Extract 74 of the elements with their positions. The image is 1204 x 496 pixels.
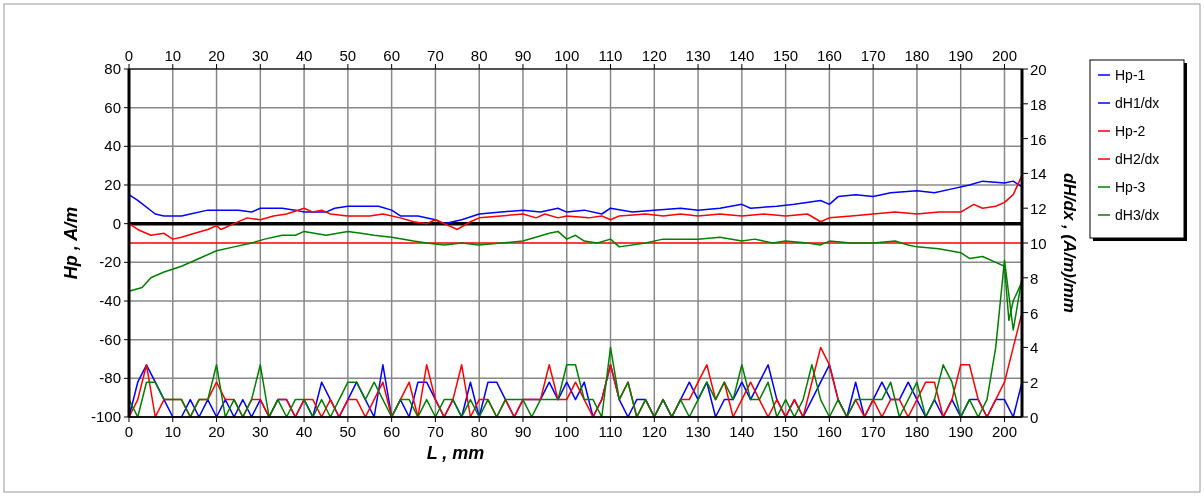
legend-label: Hp-1 <box>1115 67 1146 83</box>
x-tick-label: 140 <box>729 47 755 64</box>
y2-tick-label: 2 <box>1030 374 1039 392</box>
y2-tick-label: 6 <box>1030 304 1039 322</box>
y-tick-label: 20 <box>104 176 121 193</box>
x2-tick-label: 60 <box>383 423 400 440</box>
x-tick-label: 160 <box>816 47 842 64</box>
y-tick-label: -60 <box>99 330 121 348</box>
y2-tick-label: 4 <box>1030 339 1039 357</box>
x-tick-label: 10 <box>164 47 182 64</box>
x-tick-label: 130 <box>685 47 711 64</box>
x-tick-label: 50 <box>339 47 357 64</box>
legend-label: dH2/dx <box>1115 151 1160 167</box>
x2-tick-label: 50 <box>339 423 357 440</box>
x2-tick-label: 150 <box>773 423 799 440</box>
x2-tick-label: 130 <box>685 423 711 440</box>
line-series <box>128 174 1023 240</box>
x-tick-label: 80 <box>470 47 488 64</box>
y-tick-label: -100 <box>90 408 121 425</box>
x-tick-label: 90 <box>514 47 532 64</box>
y-tick-label: 60 <box>104 98 121 116</box>
y2-tick-label: 8 <box>1030 269 1039 287</box>
x-tick-label: 120 <box>641 47 667 64</box>
y2-tick-label: 20 <box>1030 61 1047 78</box>
y2-tick-label: 16 <box>1030 130 1047 148</box>
x2-tick-label: 100 <box>554 423 580 440</box>
y-tick-label: -40 <box>99 292 121 309</box>
y-tick-label: 0 <box>112 214 121 232</box>
x-tick-label: 60 <box>383 47 400 64</box>
x-tick-label: 20 <box>208 47 225 64</box>
legend-label: Hp-2 <box>1115 123 1146 139</box>
x2-tick-label: 90 <box>514 423 532 440</box>
x-axis-title: L , mm <box>426 443 485 463</box>
y2-tick-label: 18 <box>1030 95 1047 113</box>
y2-tick-label: 0 <box>1030 409 1039 426</box>
x2-tick-label: 140 <box>729 423 755 440</box>
legend-label: Hp-3 <box>1115 179 1146 195</box>
x2-tick-label: 160 <box>816 423 842 440</box>
y-tick-label: -80 <box>99 369 121 387</box>
x-tick-label: 0 <box>124 47 134 64</box>
x2-tick-label: 40 <box>295 423 313 440</box>
legend-label: dH3/dx <box>1115 207 1160 223</box>
legend-label: dH1/dx <box>1115 95 1160 111</box>
x-tick-label: 40 <box>295 47 313 64</box>
x-tick-label: 70 <box>427 47 444 64</box>
x2-tick-label: 200 <box>991 423 1018 440</box>
x2-tick-label: 170 <box>860 423 886 440</box>
y2-axis-title: dH/dx , (A/m)/mm <box>1060 173 1079 313</box>
x-tick-label: 150 <box>773 47 799 64</box>
x-tick-label: 110 <box>598 47 623 64</box>
x2-tick-label: 110 <box>598 423 623 440</box>
x2-tick-label: 180 <box>904 423 930 440</box>
y-tick-label: 40 <box>104 137 121 155</box>
x-tick-label: 180 <box>904 47 930 64</box>
x-tick-label: 170 <box>860 47 886 64</box>
y-axis-title: Hp , A/m <box>61 206 81 280</box>
line-series <box>128 180 1023 225</box>
y2-tick-label: 14 <box>1030 165 1047 183</box>
y-tick-label: 80 <box>104 60 121 77</box>
x2-tick-label: 20 <box>208 423 225 440</box>
x-tick-label: 30 <box>251 47 269 64</box>
y2-tick-label: 12 <box>1030 200 1047 218</box>
y-tick-label: -20 <box>99 253 121 271</box>
x-tick-label: 190 <box>948 47 974 64</box>
x-tick-label: 200 <box>991 47 1018 64</box>
x2-tick-label: 0 <box>124 423 134 440</box>
x2-tick-label: 80 <box>470 423 488 440</box>
y2-tick-label: 10 <box>1030 235 1047 252</box>
x2-tick-label: 190 <box>948 423 974 440</box>
x-tick-label: 100 <box>554 47 580 64</box>
x2-tick-label: 30 <box>251 423 269 440</box>
x2-tick-label: 120 <box>641 423 667 440</box>
x2-tick-label: 10 <box>164 423 182 440</box>
x2-tick-label: 70 <box>427 423 444 440</box>
